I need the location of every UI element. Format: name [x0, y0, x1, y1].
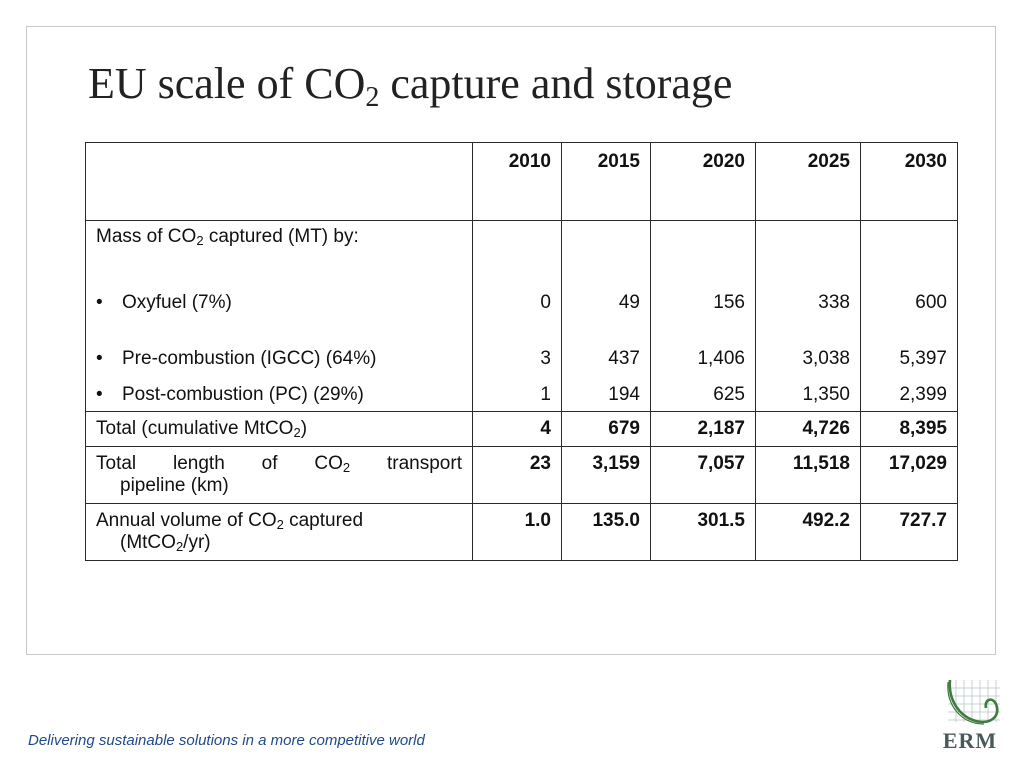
erm-logo-icon — [947, 679, 1000, 725]
mass-captured-row: Mass of CO2 captured (MT) by: • Oxyfuel (… — [85, 220, 958, 412]
mass-label-cell: Mass of CO2 captured (MT) by: • Oxyfuel (… — [85, 220, 473, 412]
total-row: Total (cumulative MtCO2) 4 679 2,187 4,7… — [85, 411, 958, 447]
value-cell: 156 1,406 625 — [650, 220, 756, 412]
value-cell: 7,057 — [650, 446, 756, 504]
year-header: 2020 — [650, 142, 756, 221]
value-cell: 8,395 — [860, 411, 958, 447]
slide-title: EU scale of CO2 capture and storage — [88, 59, 733, 113]
value-cell: 23 — [472, 446, 562, 504]
value-cell: 600 5,397 2,399 — [860, 220, 958, 412]
value-cell: 727.7 — [860, 503, 958, 561]
value-cell: 17,029 — [860, 446, 958, 504]
header-empty-cell — [85, 142, 473, 221]
value-cell: 492.2 — [755, 503, 861, 561]
value-cell: 679 — [561, 411, 651, 447]
header-row: 2010 2015 2020 2025 2030 — [85, 142, 958, 221]
annual-label: Annual volume of CO2 captured (MtCO2/yr) — [85, 503, 473, 561]
value-cell: 1.0 — [472, 503, 562, 561]
value-cell: 3,159 — [561, 446, 651, 504]
list-item: • Oxyfuel (7%) — [96, 292, 232, 313]
annual-volume-row: Annual volume of CO2 captured (MtCO2/yr)… — [85, 503, 958, 561]
year-header: 2025 — [755, 142, 861, 221]
value-cell: 4,726 — [755, 411, 861, 447]
erm-logo-text: ERM — [942, 728, 998, 753]
list-item: • Post-combustion (PC) (29%) — [96, 384, 364, 405]
value-cell: 135.0 — [561, 503, 651, 561]
value-cell: 4 — [472, 411, 562, 447]
value-cell: 49 437 194 — [561, 220, 651, 412]
year-header: 2010 — [472, 142, 562, 221]
pipeline-row: Total length of CO2 transport pipeline (… — [85, 446, 958, 504]
year-header: 2030 — [860, 142, 958, 221]
total-label: Total (cumulative MtCO2) — [85, 411, 473, 447]
footer-tagline: Delivering sustainable solutions in a mo… — [28, 732, 425, 749]
year-header: 2015 — [561, 142, 651, 221]
pipeline-label: Total length of CO2 transport pipeline (… — [85, 446, 473, 504]
value-cell: 301.5 — [650, 503, 756, 561]
list-item: • Pre-combustion (IGCC) (64%) — [96, 348, 377, 369]
value-cell: 338 3,038 1,350 — [755, 220, 861, 412]
ccs-table: 2010 2015 2020 2025 2030 Mass of CO2 cap… — [85, 142, 958, 561]
mass-heading: Mass of CO2 captured (MT) by: — [96, 226, 359, 248]
value-cell: 11,518 — [755, 446, 861, 504]
value-cell: 2,187 — [650, 411, 756, 447]
value-cell: 0 3 1 — [472, 220, 562, 412]
